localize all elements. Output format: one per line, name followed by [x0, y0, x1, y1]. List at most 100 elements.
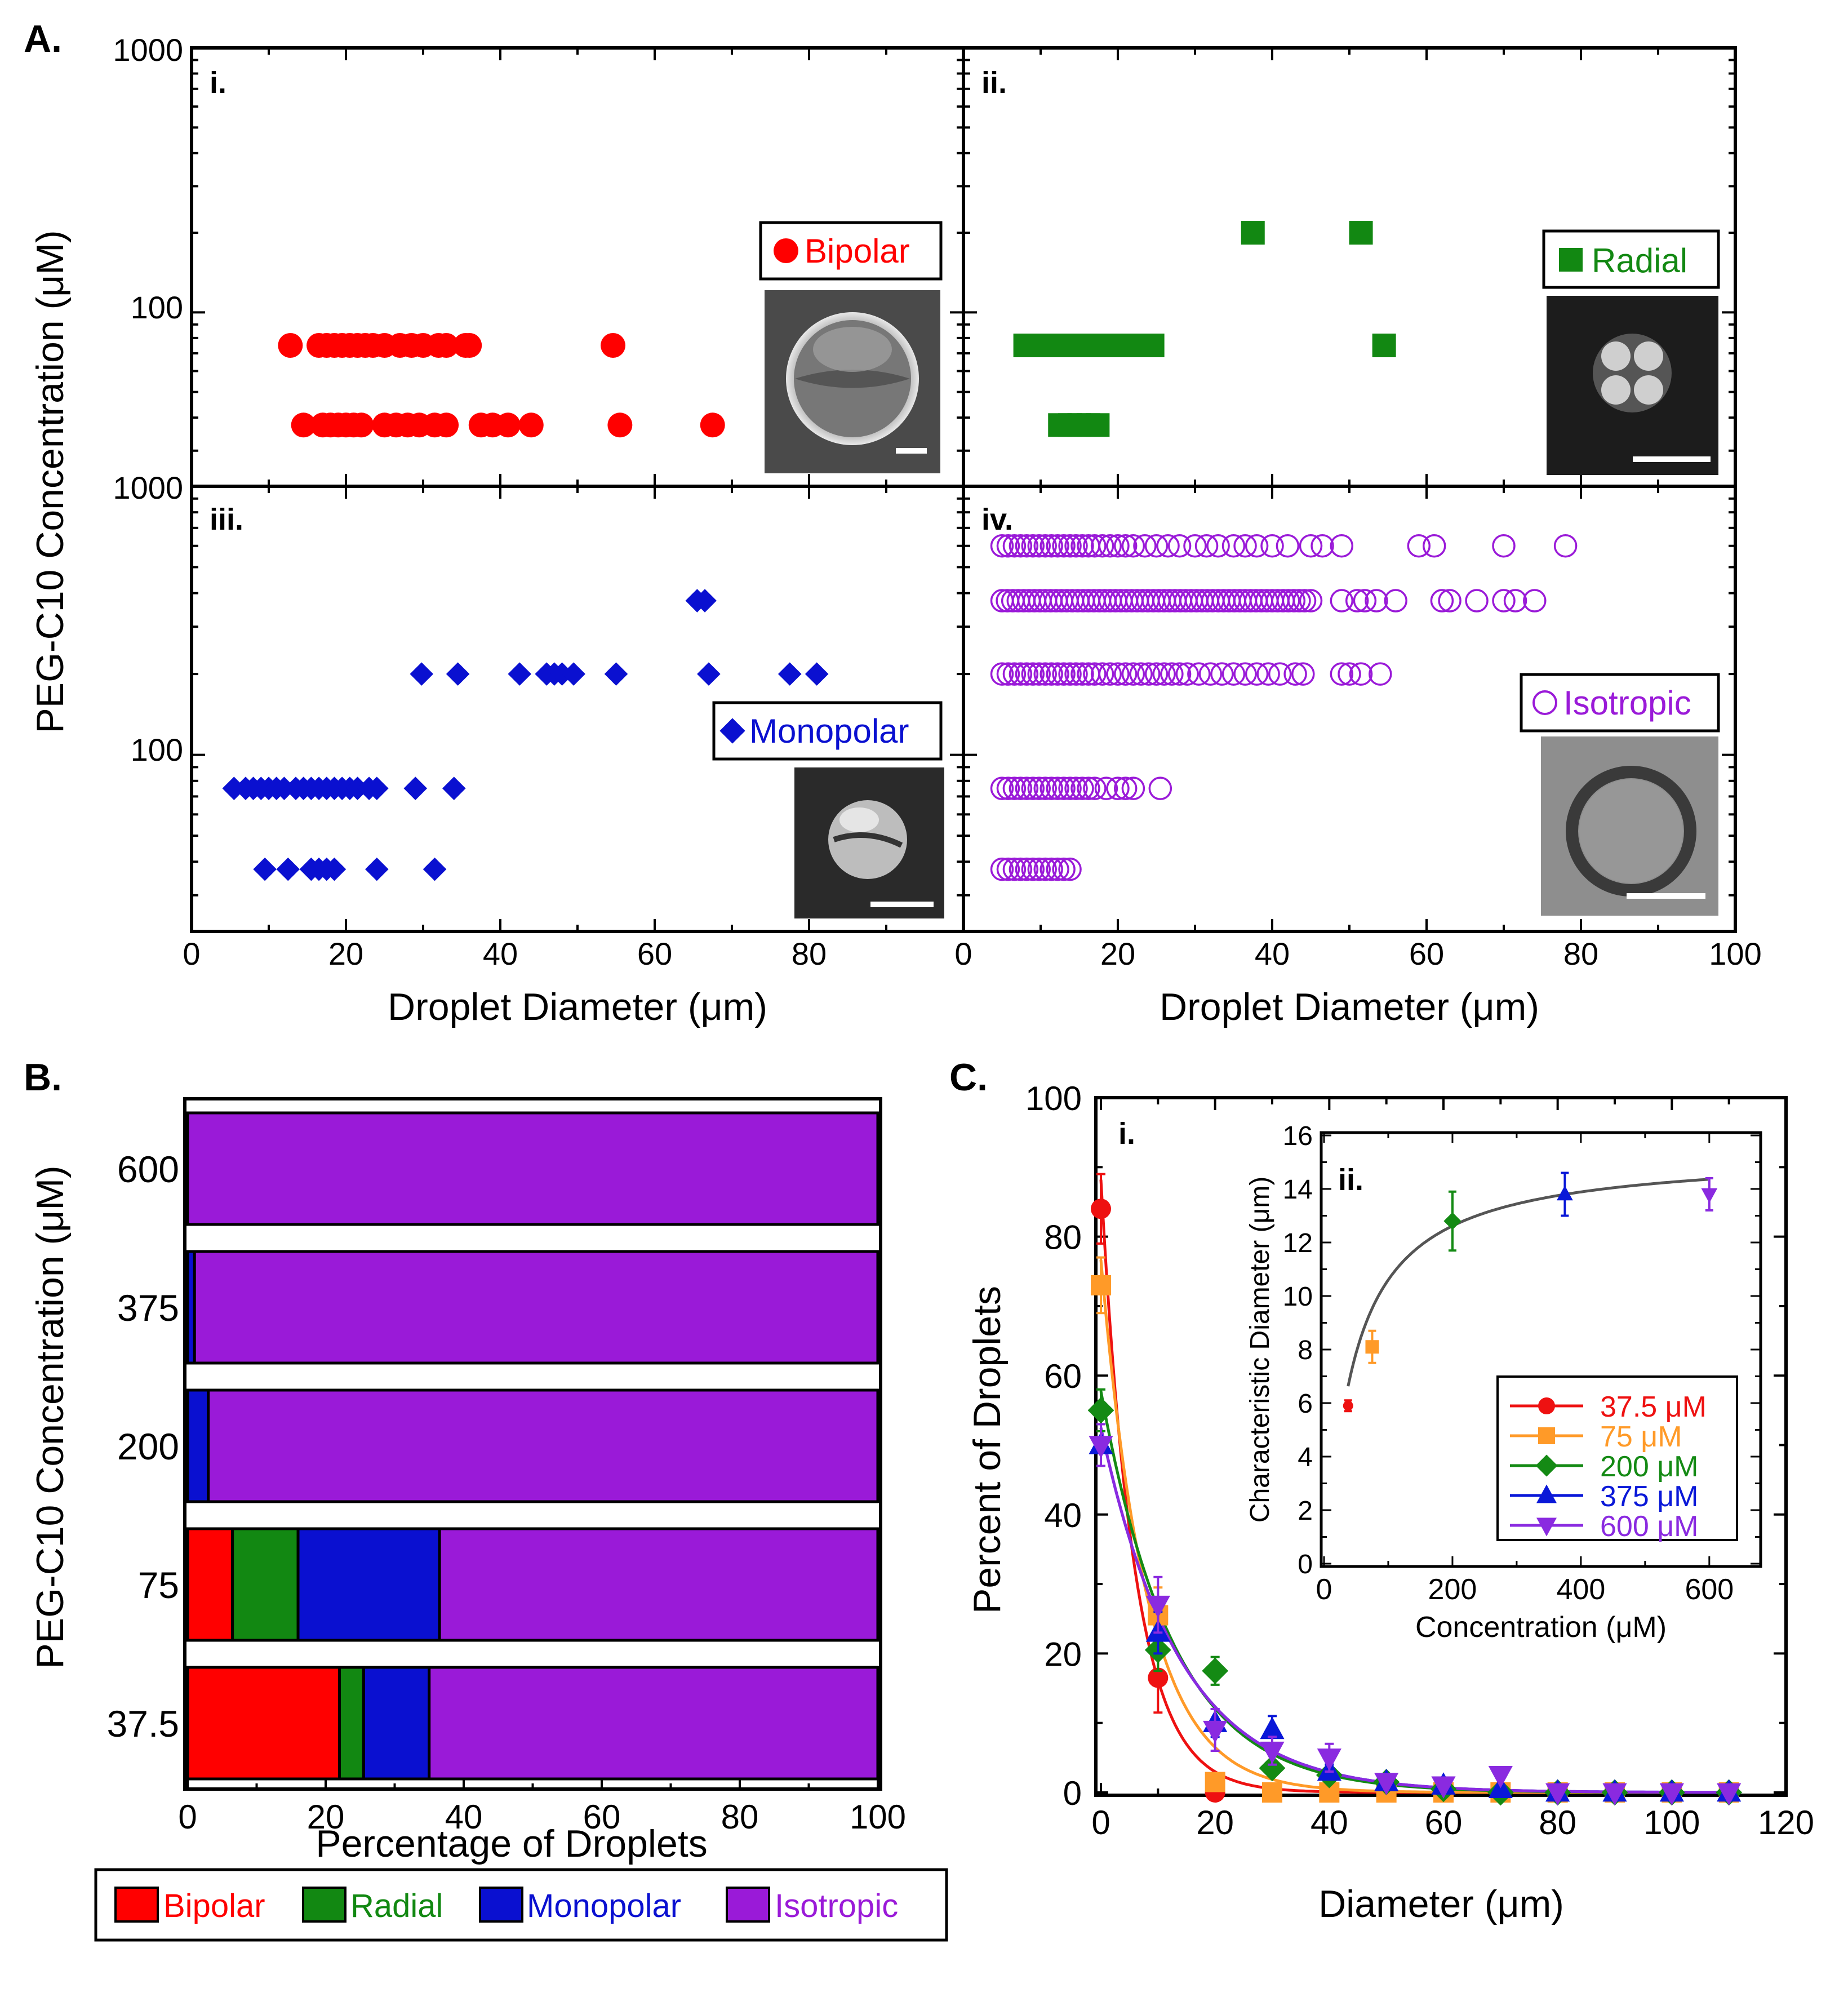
isotropic-point: [1077, 776, 1100, 800]
panel-b-letter: B.: [24, 1056, 62, 1099]
monopolar-point: [276, 857, 300, 881]
inset-x-tick-label: 600: [1685, 1573, 1734, 1606]
isotropic-point: [1021, 662, 1045, 686]
isotropic-point: [1553, 534, 1578, 558]
inset-xlabel: Concentration (μM): [1415, 1611, 1667, 1644]
category-label-37.5: 37.5: [107, 1703, 179, 1745]
category-label-600: 600: [117, 1148, 179, 1190]
monopolar-point: [253, 857, 277, 881]
x-tick-label: 0: [183, 936, 200, 971]
bar-radial-37.5: [338, 1666, 365, 1781]
isotropic-point: [1268, 662, 1292, 686]
isotropic-point: [1245, 662, 1269, 686]
legend-label-1: 75 μM: [1600, 1421, 1682, 1453]
isotropic-point: [1175, 662, 1200, 686]
panel-a-iii-label: iii.: [210, 503, 243, 536]
isotropic-point: [1291, 662, 1315, 686]
panel-a-ii-points: [1013, 221, 1396, 437]
radial-point: [1086, 413, 1110, 437]
panel-a-iii-points: [222, 589, 829, 881]
data-point-0: [1148, 1667, 1169, 1688]
inset-y-tick-label: 8: [1298, 1335, 1313, 1365]
x-tick-label: 60: [1425, 1804, 1463, 1841]
isotropic-point: [1052, 662, 1076, 686]
isotropic-point: [1058, 857, 1082, 881]
panel-c-points: [1087, 1173, 1743, 1806]
isotropic-point: [1430, 589, 1454, 613]
panel-a-i-ylabel-1000: 1000: [113, 32, 183, 68]
isotropic-point: [1033, 534, 1057, 558]
legend-b-isotropic-swatch: [726, 1887, 770, 1923]
isotropic-point: [1033, 857, 1057, 881]
radial-droplet-image: [1547, 296, 1718, 475]
x-tick-label: 0: [954, 936, 972, 971]
legend-b-bipolar-swatch: [114, 1887, 159, 1923]
isotropic-point: [1027, 534, 1051, 558]
x-tick-label: 100: [1709, 936, 1761, 971]
data-point-1: [1091, 1275, 1111, 1295]
panel-b: B. PEG-C10 Concentration (μM) 6003752007…: [24, 1056, 948, 1942]
x-tick-label: 20: [1196, 1804, 1234, 1841]
isotropic-point: [1002, 776, 1027, 800]
bar-isotropic-375: [193, 1250, 879, 1365]
data-point-0: [1091, 1199, 1111, 1219]
y-tick-label: 0: [1063, 1774, 1082, 1812]
panel-b-xlabel: Percentage of Droplets: [316, 1822, 708, 1865]
monopolar-scale-bar: [870, 902, 934, 907]
legend-marker-4: [1536, 1517, 1557, 1537]
bar-isotropic-75: [438, 1527, 879, 1642]
isotropic-point: [1148, 776, 1172, 800]
panel-c-ylabel: Percent of Droplets: [966, 1286, 1009, 1614]
inset-y-tick-label: 10: [1283, 1282, 1313, 1312]
monopolar-point: [562, 662, 585, 686]
radial-point: [1241, 221, 1265, 245]
category-label-200: 200: [117, 1426, 179, 1467]
x-tick-label: 60: [1409, 936, 1444, 971]
x-tick-label: 40: [483, 936, 518, 971]
bipolar-point: [434, 412, 459, 438]
isotropic-point: [1187, 662, 1211, 686]
isotropic-point: [1282, 589, 1306, 613]
data-point-2: [1202, 1657, 1229, 1684]
inset-y-tick-label: 16: [1283, 1121, 1313, 1151]
legend-b-monopolar-label: Monopolar: [527, 1888, 681, 1924]
legend-label-3: 375 μM: [1600, 1480, 1698, 1513]
inset-y-tick-label: 2: [1298, 1496, 1313, 1526]
isotropic-point: [1052, 534, 1076, 558]
x-tick-label: 40: [1311, 1804, 1348, 1841]
isotropic-point: [1002, 857, 1027, 881]
isotropic-point: [1492, 589, 1516, 613]
bar-radial-75: [231, 1527, 300, 1642]
isotropic-point: [1299, 589, 1323, 613]
bipolar-point: [607, 412, 633, 438]
data-point-1: [1262, 1782, 1282, 1803]
data-point-4: [1260, 1741, 1285, 1764]
isotropic-point: [996, 534, 1020, 558]
isotropic-point: [1046, 776, 1069, 800]
isotropic-point: [1009, 534, 1033, 558]
isotropic-point: [1299, 534, 1323, 558]
panel-a-iv-points: [990, 534, 1578, 881]
isotropic-point: [1523, 589, 1547, 613]
inset-x-tick-label: 200: [1428, 1573, 1477, 1606]
inset-y-tick-label: 4: [1298, 1443, 1313, 1472]
isotropic-point: [1167, 534, 1192, 558]
panel-a-iv-label: iv.: [981, 503, 1013, 536]
isotropic-point: [1183, 534, 1207, 558]
monopolar-point: [442, 776, 466, 800]
isotropic-point: [1046, 857, 1069, 881]
bipolar-point: [495, 412, 521, 438]
y-tick-label: 20: [1044, 1635, 1082, 1673]
legend-monopolar-marker: [719, 718, 745, 744]
radial-point: [1372, 334, 1396, 358]
radial-scale-bar: [1633, 456, 1711, 462]
data-point-1: [1205, 1772, 1225, 1792]
isotropic-point: [990, 776, 1014, 800]
isotropic-point: [1058, 776, 1082, 800]
legend-label-2: 200 μM: [1600, 1450, 1698, 1483]
panel-c-x-tick-labels: 0 20 40 60 80 100 120: [1091, 1804, 1814, 1841]
inset-y-tick-label: 14: [1283, 1175, 1313, 1205]
inset-y-tick-label: 6: [1298, 1389, 1313, 1419]
isotropic-point: [1033, 662, 1057, 686]
bipolar-point: [291, 412, 316, 438]
